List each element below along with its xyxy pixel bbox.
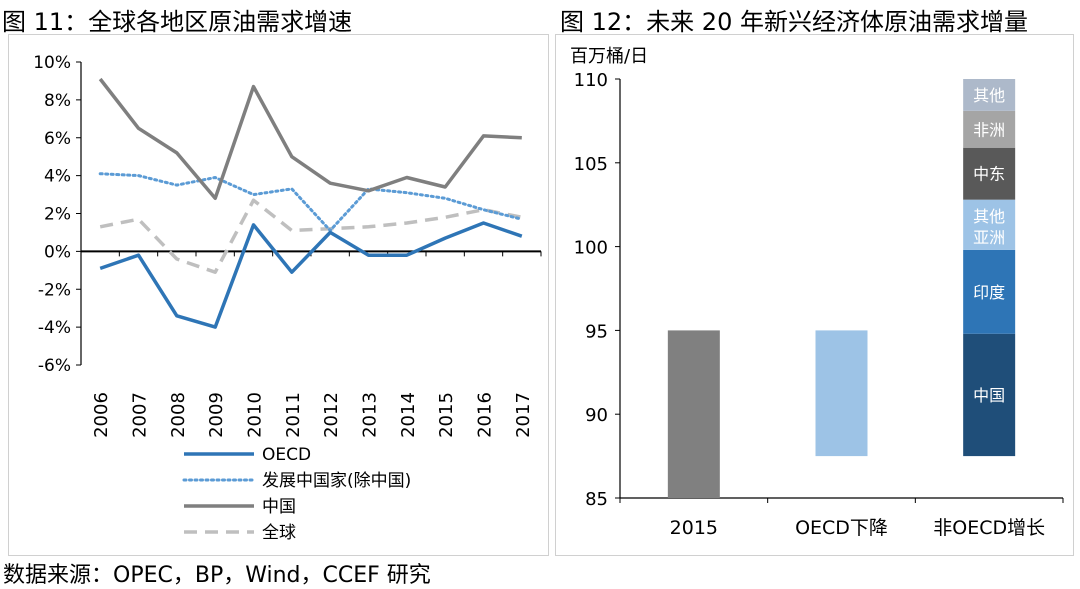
series-line-china — [98, 77, 522, 201]
x-tick-label: 2011 — [283, 392, 304, 438]
legend-label: OECD — [262, 445, 311, 465]
x-tick-label: 2008 — [168, 392, 189, 438]
bar-segment-africa — [963, 110, 1016, 148]
y-tick-label: 95 — [585, 321, 608, 342]
y-tick-label: 85 — [585, 489, 608, 510]
segment-label: 中国 — [973, 386, 1005, 405]
series-line-developing — [98, 172, 524, 232]
segment-label: 非洲 — [973, 120, 1005, 139]
x-tick-label: 2015 — [436, 392, 457, 438]
x-tick-label: 2017 — [513, 392, 534, 438]
x-tick-label: 2013 — [360, 392, 381, 438]
legend-label: 全球 — [262, 523, 296, 543]
x-tick-label: 2012 — [321, 392, 342, 438]
x-tick-label: 2014 — [398, 392, 419, 438]
y-tick-label: 110 — [574, 70, 608, 91]
bar-segment-china — [963, 333, 1016, 457]
left-figure-title: 图 11：全球各地区原油需求增速 — [2, 8, 353, 36]
segment-label: 印度 — [973, 283, 1005, 302]
x-tick-label: 2006 — [91, 392, 112, 438]
series-line-oecd — [99, 221, 523, 329]
x-tick-label: 2015 — [670, 517, 718, 539]
segment-label: 其他 — [973, 207, 1005, 226]
data-source-note: 数据来源：OPEC，BP，Wind，CCEF 研究 — [3, 563, 431, 588]
bar-segment-other-asia — [963, 199, 1016, 250]
x-tick-label: 非OECD增长 — [933, 517, 1045, 539]
segment-label: 亚洲 — [973, 228, 1005, 247]
bar-segment-india — [963, 249, 1016, 334]
y-tick-label: 2% — [44, 205, 71, 225]
bar-oecd-decline — [815, 330, 868, 457]
line-chart: -6% -4% -2% 0% 2% 4% 6% 8% 10% 2006 2007 2008 2009 20… — [33, 53, 542, 543]
y-tick-label: 6% — [44, 129, 71, 149]
series-line-global — [99, 198, 523, 274]
x-tick-label: OECD下降 — [795, 517, 888, 539]
x-tick-label: 2010 — [245, 392, 266, 438]
segment-label: 中东 — [973, 165, 1005, 184]
y-tick-label: 100 — [574, 238, 608, 259]
y-tick-label: 8% — [44, 91, 71, 111]
x-tick-label: 2007 — [130, 392, 151, 438]
segment-label: 其他 — [973, 86, 1005, 105]
bar-2015 — [667, 330, 720, 498]
y-tick-label: 4% — [44, 167, 71, 187]
y-tick-label: 90 — [585, 405, 608, 426]
right-figure-title: 图 12：未来 20 年新兴经济体原油需求增量 — [560, 8, 1028, 36]
x-tick-label: 2016 — [475, 392, 496, 438]
y-tick-label: -4% — [38, 318, 71, 338]
y-axis-unit-label: 百万桶/日 — [570, 46, 648, 67]
legend-label: 中国 — [262, 497, 296, 517]
legend-label: 发展中国家(除中国) — [262, 471, 411, 491]
line-chart-panel: -6% -4% -2% 0% 2% 4% 6% 8% 10% 2006 2007 2008 2009 20… — [8, 34, 549, 556]
x-tick-label: 2009 — [206, 392, 227, 438]
bar-segment-middle-east — [963, 147, 1016, 200]
y-tick-label: 10% — [33, 53, 71, 73]
bar-chart-panel: 百万桶/日 85 90 95 100 105 110 2015 OECD下降 非OECD增长 中国 印… — [555, 34, 1074, 556]
y-tick-label: 105 — [574, 154, 608, 175]
y-tick-label: -2% — [38, 280, 71, 300]
y-tick-label: -6% — [38, 356, 71, 376]
y-tick-label: 0% — [44, 242, 71, 262]
bar-segment-other — [963, 79, 1016, 111]
